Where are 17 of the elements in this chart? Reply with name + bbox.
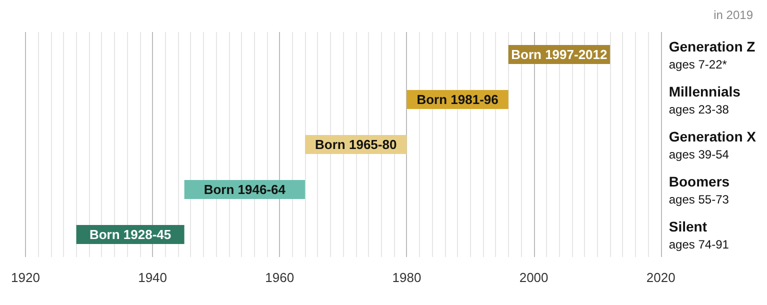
data-label: Born 1946-64 (204, 182, 286, 197)
y-tick-label: Generation X ages 39-54 (668, 128, 757, 162)
x-tick-label: 1920 (11, 270, 40, 285)
y-tick-label: Boomers ages 55-73 (668, 174, 730, 206)
x-tick-label: 1940 (138, 270, 168, 285)
x-tick-label: 1960 (265, 270, 294, 285)
x-tick-label: 2020 (646, 270, 676, 285)
data-label: Born 1928-45 (89, 227, 172, 242)
y-tick-label: Millennials ages 23-38 (668, 84, 741, 116)
text: in 2019 (714, 8, 754, 22)
data-label: Born 1965-80 (315, 137, 397, 152)
y-tick-label: Generation Z ages 7-22* (668, 38, 756, 72)
data-label: Born 1981-96 (416, 92, 498, 107)
x-tick-label: 2000 (519, 270, 548, 285)
x-tick-label: 1980 (392, 270, 422, 285)
data-label: Born 1997-2012 (511, 47, 608, 62)
y-tick-label: Silent ages 74-91 (668, 218, 730, 252)
